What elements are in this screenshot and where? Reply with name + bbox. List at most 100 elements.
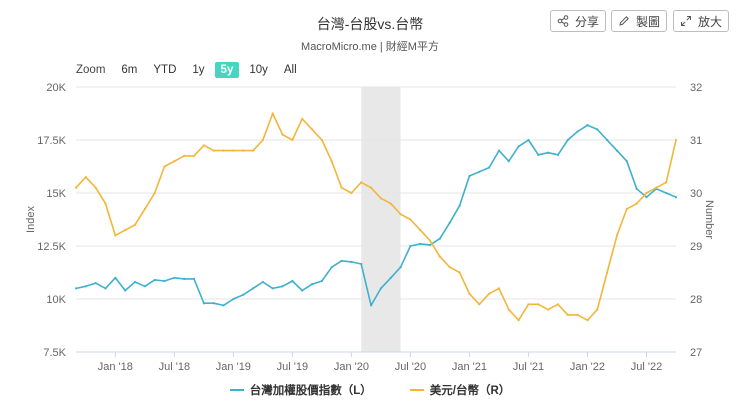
data-point-taiex: [124, 289, 127, 292]
data-point-taiex: [665, 191, 668, 195]
data-point-taiex: [360, 262, 363, 266]
data-point-usdtwd: [606, 271, 609, 274]
data-point-usdtwd: [468, 292, 471, 295]
data-point-taiex: [369, 304, 373, 307]
data-point-usdtwd: [251, 149, 255, 152]
data-point-taiex: [261, 280, 264, 284]
zoom-5y-button[interactable]: 5y: [214, 62, 240, 78]
data-point-usdtwd: [448, 266, 451, 269]
y-left-axis-title: Index: [25, 206, 37, 233]
chart-legend: 台灣加權股價指數（L） 美元/台幣（R）: [0, 382, 740, 398]
zoom-10y-button[interactable]: 10y: [249, 64, 268, 76]
data-point-taiex: [517, 145, 520, 148]
legend-item-taiex[interactable]: 台灣加權股價指數（L）: [229, 382, 372, 398]
data-point-taiex: [251, 287, 255, 290]
zoom-1y-button[interactable]: 1y: [192, 64, 205, 76]
legend-item-usdtwd[interactable]: 美元/台幣（R）: [409, 382, 510, 398]
data-point-taiex: [615, 149, 619, 152]
data-point-taiex: [576, 130, 579, 133]
data-point-taiex: [438, 237, 442, 240]
y-right-tick-label: 30: [690, 188, 702, 200]
data-point-taiex: [192, 277, 196, 280]
data-point-taiex: [183, 277, 186, 280]
data-point-usdtwd: [74, 186, 78, 189]
data-point-taiex: [497, 149, 501, 152]
data-point-taiex: [596, 128, 599, 131]
data-point-taiex: [468, 174, 471, 178]
data-point-taiex: [527, 138, 530, 142]
data-point-usdtwd: [527, 303, 530, 306]
data-point-taiex: [428, 243, 432, 247]
data-point-usdtwd: [625, 207, 628, 210]
shaded-region: [361, 87, 401, 352]
data-point-usdtwd: [537, 303, 540, 306]
share-label: 分享: [574, 14, 599, 29]
data-point-usdtwd: [104, 202, 107, 205]
y-left-tick-label: 20K: [46, 82, 66, 94]
data-point-taiex: [507, 160, 510, 163]
data-point-usdtwd: [153, 191, 156, 195]
share-button[interactable]: 分享: [550, 10, 606, 32]
data-point-taiex: [153, 278, 156, 282]
data-point-taiex: [458, 204, 461, 207]
data-point-usdtwd: [291, 138, 294, 142]
data-point-taiex: [606, 138, 609, 142]
data-point-usdtwd: [556, 303, 560, 306]
data-point-taiex: [74, 287, 78, 290]
data-point-taiex: [674, 196, 678, 199]
data-point-taiex: [242, 293, 245, 296]
data-point-usdtwd: [635, 202, 638, 205]
data-point-usdtwd: [271, 112, 274, 115]
data-point-taiex: [625, 160, 628, 163]
share-icon: [557, 15, 569, 27]
data-point-taiex: [330, 266, 333, 269]
data-point-usdtwd: [192, 154, 196, 157]
y-right-tick-label: 28: [690, 294, 702, 306]
data-point-taiex: [271, 287, 274, 290]
data-point-usdtwd: [183, 154, 186, 157]
data-point-usdtwd: [438, 255, 442, 258]
legend-swatch-taiex: [229, 389, 244, 391]
x-tick-label: Jul '22: [631, 361, 662, 373]
zoom-ytd-button[interactable]: YTD: [153, 64, 177, 76]
data-point-usdtwd: [428, 239, 432, 242]
data-point-usdtwd: [143, 207, 146, 210]
data-point-usdtwd: [615, 234, 619, 237]
y-right-tick-label: 32: [690, 82, 702, 94]
data-point-taiex: [379, 287, 383, 290]
x-tick-label: Jan '20: [334, 361, 369, 373]
data-point-usdtwd: [586, 319, 589, 322]
data-point-taiex: [212, 302, 215, 305]
y-left-tick-label: 15K: [46, 188, 66, 200]
data-point-taiex: [94, 282, 97, 285]
y-left-tick-label: 10K: [46, 294, 66, 306]
data-point-taiex: [222, 304, 225, 307]
data-point-usdtwd: [94, 186, 97, 189]
data-point-usdtwd: [261, 138, 264, 142]
data-point-usdtwd: [576, 313, 579, 316]
data-point-usdtwd: [350, 191, 353, 195]
enlarge-button[interactable]: 放大: [673, 10, 729, 32]
zoom-selector: Zoom 6m YTD 1y 5y 10y All: [76, 62, 307, 78]
data-point-taiex: [488, 166, 491, 169]
data-point-usdtwd: [645, 191, 648, 195]
data-point-usdtwd: [133, 223, 137, 226]
x-tick-label: Jul '21: [513, 361, 544, 373]
data-point-taiex: [84, 285, 87, 288]
data-point-usdtwd: [458, 271, 461, 274]
data-point-taiex: [301, 289, 304, 292]
draw-button[interactable]: 製圖: [611, 10, 667, 32]
y-left-tick-label: 12.5K: [37, 241, 66, 253]
x-tick-label: Jan '21: [452, 361, 487, 373]
data-point-taiex: [448, 221, 451, 224]
data-point-usdtwd: [360, 181, 363, 184]
data-point-taiex: [340, 259, 343, 262]
y-left-tick-label: 7.5K: [43, 347, 66, 359]
zoom-6m-button[interactable]: 6m: [121, 64, 138, 76]
data-point-taiex: [350, 260, 353, 263]
data-point-usdtwd: [596, 308, 599, 311]
data-point-usdtwd: [478, 303, 481, 306]
data-point-taiex: [133, 280, 137, 284]
data-point-taiex: [537, 153, 540, 156]
zoom-all-button[interactable]: All: [283, 64, 297, 76]
